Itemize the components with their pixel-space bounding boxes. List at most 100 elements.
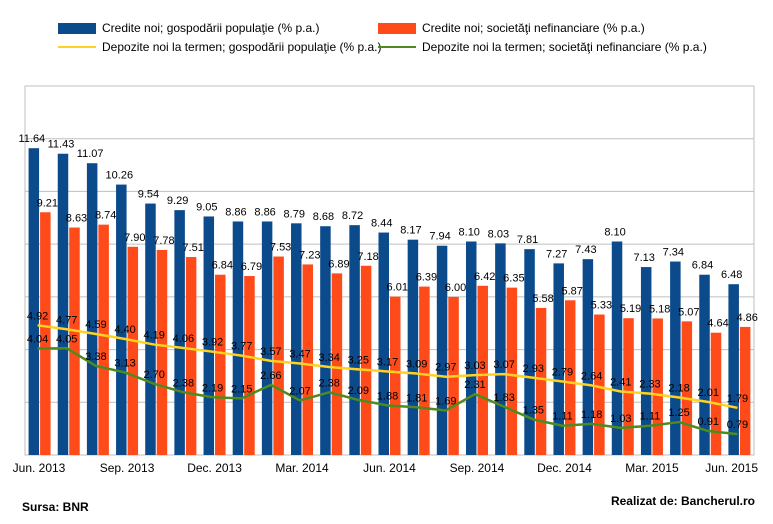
bar-household-credit <box>57 153 69 455</box>
legend-swatch-company-credit <box>378 22 416 34</box>
data-label-household-deposits: 2.01 <box>698 387 719 399</box>
data-label-company-credit: 7.78 <box>153 235 174 247</box>
data-label-company-credit: 7.53 <box>270 242 291 254</box>
data-label-company-credit: 7.18 <box>357 251 378 263</box>
bar-household-credit <box>640 267 652 455</box>
legend-item-company-credit: Credite noi; societăţi nefinanciare (% p… <box>378 21 645 35</box>
data-label-company-credit: 6.42 <box>474 271 495 283</box>
data-label-household-credit: 9.05 <box>196 201 217 213</box>
data-label-company-deposits: 1.03 <box>610 413 631 425</box>
legend-item-household-credit: Credite noi; gospodării populaţie (% p.a… <box>58 21 319 35</box>
data-label-company-credit: 6.89 <box>328 258 349 270</box>
line-series <box>37 324 738 436</box>
data-label-household-deposits: 4.19 <box>144 330 165 342</box>
bar-company-credit <box>564 300 576 455</box>
bar-company-credit <box>98 224 109 455</box>
data-label-company-deposits: 1.83 <box>493 392 514 404</box>
legend-swatch-household-credit <box>58 22 96 34</box>
data-label-company-credit: 5.19 <box>620 303 641 315</box>
bar-household-credit <box>436 245 448 455</box>
data-label-household-deposits: 2.64 <box>581 370 602 382</box>
data-label-company-deposits: 2.19 <box>202 382 223 394</box>
data-label-company-deposits: 1.35 <box>523 404 544 416</box>
x-tick-label: Jun. 2015 <box>705 461 758 475</box>
bar-household-credit <box>145 203 156 455</box>
bar-company-credit <box>360 265 372 455</box>
bar-household-credit <box>699 274 710 455</box>
data-label-company-deposits: 1.25 <box>668 407 689 419</box>
x-tick-label: Dec. 2013 <box>187 461 242 475</box>
data-label-household-deposits: 3.07 <box>493 359 514 371</box>
data-label-company-credit: 5.58 <box>532 293 553 305</box>
line-company-deposits <box>37 347 738 436</box>
bar-company-credit <box>506 287 518 455</box>
bar-company-credit <box>594 314 605 455</box>
data-label-household-deposits: 2.93 <box>523 363 544 375</box>
data-label-household-credit: 7.43 <box>575 244 596 256</box>
bar-household-credit <box>378 232 389 455</box>
credit-note: Realizat de: Bancherul.ro <box>610 494 755 508</box>
data-label-household-deposits: 3.92 <box>202 337 223 349</box>
data-label-company-credit: 9.21 <box>37 197 58 209</box>
bar-household-credit <box>203 216 215 455</box>
data-label-household-credit: 11.43 <box>48 139 75 151</box>
data-label-household-credit: 8.68 <box>313 211 334 223</box>
data-label-company-deposits: 0.91 <box>698 416 719 428</box>
data-label-company-deposits: 2.70 <box>144 369 165 381</box>
bar-household-credit <box>611 241 623 455</box>
data-label-household-credit: 6.48 <box>721 269 742 281</box>
data-label-household-deposits: 3.25 <box>348 354 369 366</box>
legend-label-household-credit: Credite noi; gospodării populaţie (% p.a… <box>102 21 320 35</box>
data-label-household-deposits: 4.59 <box>85 319 106 331</box>
bar-company-credit <box>477 285 488 455</box>
data-label-company-deposits: 1.18 <box>581 409 602 421</box>
data-label-household-credit: 6.84 <box>692 260 713 272</box>
x-tick-label: Mar. 2014 <box>275 461 329 475</box>
data-label-household-deposits: 3.03 <box>464 360 485 372</box>
x-axis: Jun. 2013 Sep. 2013 Dec. 2013 Mar. 2014 Jun.… <box>13 461 759 475</box>
data-label-household-deposits: 1.79 <box>727 393 748 405</box>
data-label-household-deposits: 4.06 <box>173 333 194 345</box>
bar-company-credit <box>156 249 168 455</box>
data-label-company-credit: 4.64 <box>707 318 728 330</box>
bar-company-credit <box>623 318 634 455</box>
bar-household-credit <box>728 284 739 455</box>
bar-household-credit <box>349 225 360 455</box>
data-label-company-credit: 6.01 <box>387 282 408 294</box>
data-label-household-credit: 10.26 <box>106 170 134 182</box>
data-label-company-deposits: 2.07 <box>289 385 310 397</box>
x-tick-label: Sep. 2014 <box>450 461 505 475</box>
data-label-household-credit: 11.07 <box>77 148 104 160</box>
data-label-company-deposits: 3.38 <box>85 351 106 363</box>
bar-company-credit <box>185 257 197 455</box>
data-label-company-credit: 7.90 <box>124 232 145 244</box>
data-label-company-credit: 7.23 <box>299 249 320 261</box>
data-label-household-deposits: 2.18 <box>668 383 689 395</box>
data-label-company-credit: 5.87 <box>561 285 582 297</box>
data-label-household-deposits: 2.97 <box>435 362 456 374</box>
data-label-company-credit: 6.35 <box>503 273 524 285</box>
bar-company-credit <box>40 212 51 455</box>
data-label-household-credit: 8.10 <box>604 227 625 239</box>
bar-household-credit <box>261 221 273 455</box>
data-label-household-credit: 7.94 <box>429 231 450 243</box>
data-label-company-credit: 5.07 <box>678 306 699 318</box>
bar-company-credit <box>739 326 751 455</box>
data-label-company-deposits: 1.11 <box>552 411 573 423</box>
data-label-household-deposits: 2.33 <box>639 379 660 391</box>
data-label-household-credit: 7.13 <box>633 252 654 264</box>
legend-item-household-deposits: Depozite noi la termen; gospodării popul… <box>58 40 382 54</box>
bar-household-credit <box>495 243 506 455</box>
bar-company-credit <box>681 321 693 455</box>
data-label-household-deposits: 2.79 <box>552 366 573 378</box>
bar-company-credit <box>69 227 80 455</box>
bar-household-credit <box>407 239 419 455</box>
data-label-company-credit: 6.00 <box>445 282 466 294</box>
data-label-company-credit: 5.18 <box>649 303 670 315</box>
data-label-company-credit: 8.63 <box>66 213 87 225</box>
data-label-company-credit: 7.51 <box>182 242 203 254</box>
data-label-household-credit: 8.17 <box>400 225 421 237</box>
bar-household-credit <box>86 163 98 455</box>
data-label-household-deposits: 3.77 <box>231 341 252 353</box>
bar-company-credit <box>273 256 284 455</box>
